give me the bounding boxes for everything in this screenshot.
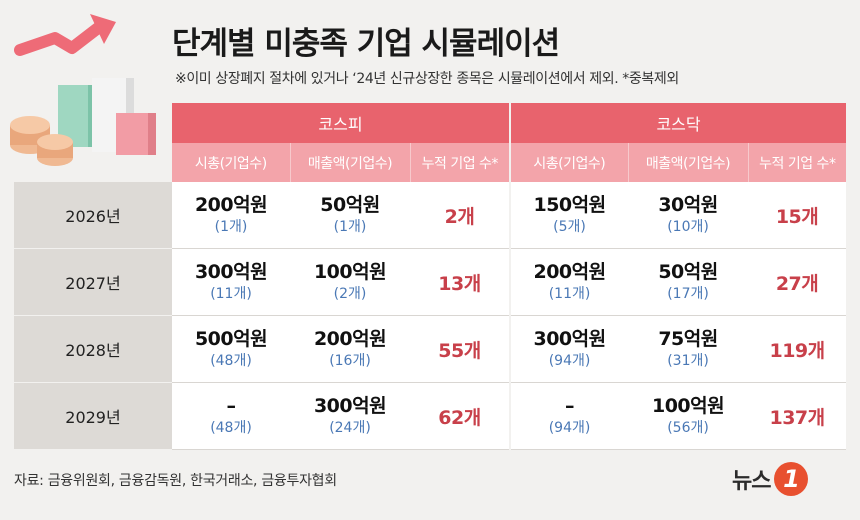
kospi-cap-cell: – (48개) — [172, 382, 290, 450]
cumulative-count: 119개 — [769, 339, 825, 362]
kosdaq-rev-cell: 100억원 (56개) — [628, 382, 749, 450]
market-header-row: 코스피 코스닥 — [14, 103, 847, 143]
kosdaq-cap-cell: 300억원 (94개) — [509, 315, 629, 383]
kospi-cap-cell: 500억원 (48개) — [172, 315, 290, 383]
year-cell: 2026년 — [14, 182, 172, 249]
column-header-row: 시총(기업수) 매출액(기업수) 누적 기업 수* 시총(기업수) 매출액(기업… — [14, 143, 847, 182]
company-count: (94개) — [548, 420, 591, 436]
kosdaq-cum-cell: 15개 — [748, 182, 847, 249]
table-row: 2027년 300억원 (11개) 100억원 (2개) 13개 200억원 (11개… — [14, 248, 847, 316]
company-count: (56개) — [667, 420, 709, 436]
company-count: (1개) — [333, 219, 367, 235]
kospi-cum-cell: 2개 — [410, 182, 511, 249]
threshold-value: 200억원 — [313, 328, 387, 350]
table-row: 2029년 – (48개) 300억원 (24개) 62개 – (94개) 100억원… — [14, 382, 847, 450]
cumulative-count: 13개 — [438, 272, 481, 295]
threshold-value: 100억원 — [313, 261, 387, 283]
threshold-value: – — [565, 395, 575, 417]
company-count: (16개) — [329, 353, 371, 369]
cumulative-count: 55개 — [438, 339, 481, 362]
company-count: (48개) — [210, 420, 252, 436]
market-header-kospi: 코스피 — [172, 103, 512, 143]
news1-logo: 뉴스 1 — [732, 462, 809, 496]
table-row: 2026년 200억원 (1개) 50억원 (1개) 2개 150억원 (5개) 30… — [14, 182, 847, 249]
kosdaq-rev-cell: 75억원 (31개) — [628, 315, 749, 383]
finance-illustration-icon — [10, 14, 156, 166]
cumulative-count: 2개 — [444, 205, 475, 228]
threshold-value: 30억원 — [658, 194, 718, 216]
year-cell: 2028년 — [14, 315, 172, 383]
company-count: (10개) — [667, 219, 709, 235]
column-header: 매출액(기업수) — [627, 143, 749, 182]
threshold-value: 50억원 — [320, 194, 380, 216]
table-row: 2028년 500억원 (48개) 200억원 (16개) 55개 300억원 (94… — [14, 315, 847, 383]
column-header: 매출액(기업수) — [289, 143, 410, 182]
kospi-cum-cell: 62개 — [410, 382, 511, 450]
year-cell: 2027년 — [14, 248, 172, 316]
threshold-value: 300억원 — [194, 261, 268, 283]
threshold-value: 300억원 — [533, 328, 606, 350]
page-title: 단계별 미충족 기업 시뮬레이션 — [172, 26, 560, 62]
cumulative-count: 27개 — [775, 272, 819, 295]
market-header-kosdaq: 코스닥 — [510, 103, 847, 143]
company-count: (31개) — [667, 353, 709, 369]
kosdaq-cum-cell: 27개 — [748, 248, 847, 316]
threshold-value: 500억원 — [194, 328, 268, 350]
company-count: (11개) — [210, 286, 252, 302]
logo-text: 뉴스 — [732, 469, 771, 494]
threshold-value: 200억원 — [533, 261, 606, 283]
kosdaq-rev-cell: 30억원 (10개) — [628, 182, 749, 249]
company-count: (1개) — [214, 219, 248, 235]
column-header: 시총(기업수) — [172, 143, 290, 182]
cumulative-count: 137개 — [769, 406, 825, 429]
kosdaq-cap-cell: 150억원 (5개) — [509, 182, 629, 249]
corner-cell — [14, 143, 172, 182]
kosdaq-cap-cell: 200억원 (11개) — [509, 248, 629, 316]
cumulative-count: 15개 — [775, 205, 819, 228]
kospi-cap-cell: 200억원 (1개) — [172, 182, 290, 249]
column-header: 누적 기업 수* — [747, 143, 847, 182]
logo-mark: 1 — [774, 462, 809, 496]
company-count: (11개) — [548, 286, 591, 302]
footnote: ※이미 상장폐지 절차에 있거나 ‘24년 신규상장한 종목은 시뮬레이션에서 … — [175, 71, 679, 87]
threshold-value: 150억원 — [533, 194, 606, 216]
threshold-value: 75억원 — [658, 328, 718, 350]
kosdaq-rev-cell: 50억원 (17개) — [628, 248, 749, 316]
kosdaq-cum-cell: 119개 — [748, 315, 847, 383]
cumulative-count: 62개 — [438, 406, 481, 429]
threshold-value: 200억원 — [194, 194, 268, 216]
kospi-cap-cell: 300억원 (11개) — [172, 248, 290, 316]
corner-cell — [14, 103, 172, 143]
company-count: (2개) — [333, 286, 367, 302]
year-cell: 2029년 — [14, 382, 172, 450]
kospi-cum-cell: 13개 — [410, 248, 511, 316]
company-count: (94개) — [548, 353, 591, 369]
kospi-rev-cell: 100억원 (2개) — [290, 248, 410, 316]
threshold-value: 100억원 — [651, 395, 725, 417]
kosdaq-cum-cell: 137개 — [748, 382, 847, 450]
column-header: 시총(기업수) — [509, 143, 629, 182]
threshold-value: 300억원 — [313, 395, 387, 417]
kospi-rev-cell: 300억원 (24개) — [290, 382, 410, 450]
kosdaq-cap-cell: – (94개) — [509, 382, 629, 450]
company-count: (17개) — [667, 286, 709, 302]
kospi-rev-cell: 50억원 (1개) — [290, 182, 410, 249]
threshold-value: 50억원 — [658, 261, 718, 283]
threshold-value: – — [226, 395, 237, 417]
kospi-cum-cell: 55개 — [410, 315, 511, 383]
company-count: (5개) — [553, 219, 586, 235]
source-credit: 자료: 금융위원회, 금융감독원, 한국거래소, 금융투자협회 — [14, 473, 337, 489]
simulation-table: 코스피 코스닥 시총(기업수) 매출액(기업수) 누적 기업 수* 시총(기업수… — [14, 103, 847, 450]
kospi-rev-cell: 200억원 (16개) — [290, 315, 410, 383]
company-count: (24개) — [329, 420, 371, 436]
company-count: (48개) — [210, 353, 252, 369]
column-header: 누적 기업 수* — [409, 143, 511, 182]
